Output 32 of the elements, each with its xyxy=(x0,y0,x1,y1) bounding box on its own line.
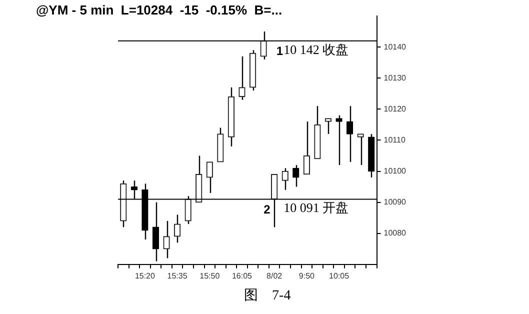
ref-line-label: 10 091 开盘 xyxy=(284,200,349,216)
candlestick xyxy=(282,168,288,190)
candlestick xyxy=(206,161,213,194)
candlestick xyxy=(336,114,342,166)
y-tick-label: 10100 xyxy=(384,166,407,176)
candlestick xyxy=(163,220,170,259)
x-tick-label: 10:05 xyxy=(329,271,350,280)
y-tick-label: 10110 xyxy=(384,135,406,144)
candlestick xyxy=(346,105,354,163)
caption: 图 7-4 xyxy=(244,288,291,304)
candlestick xyxy=(324,118,332,135)
candlestick xyxy=(292,164,300,188)
x-tick-label: 15:50 xyxy=(200,271,220,280)
y-tick-label: 10080 xyxy=(384,228,407,238)
candlestick xyxy=(357,133,364,166)
y-tick-label: 10090 xyxy=(384,198,407,207)
x-tick-label: 9:50 xyxy=(298,271,316,280)
candlestick xyxy=(174,214,181,244)
candlestick xyxy=(238,56,246,100)
annotation: 1 xyxy=(276,44,284,58)
x-tick-label: 15:20 xyxy=(134,271,156,280)
x-tick-label: 8/02 xyxy=(266,271,283,280)
candlestick xyxy=(303,120,310,175)
ref-line-label: 10 142 收盘 xyxy=(284,42,349,57)
chart-title: @YM - 5 min L=10284 -15 -0.15% B=... xyxy=(36,2,282,18)
annotation: 2 xyxy=(264,202,271,217)
x-tick-label: 16:05 xyxy=(232,271,253,280)
y-tick-label: 10140 xyxy=(384,42,407,52)
y-tick-label: 10120 xyxy=(384,104,407,114)
candlestick xyxy=(152,202,160,262)
x-tick-label: 15:35 xyxy=(167,271,188,280)
y-tick-label: 10130 xyxy=(384,73,407,82)
